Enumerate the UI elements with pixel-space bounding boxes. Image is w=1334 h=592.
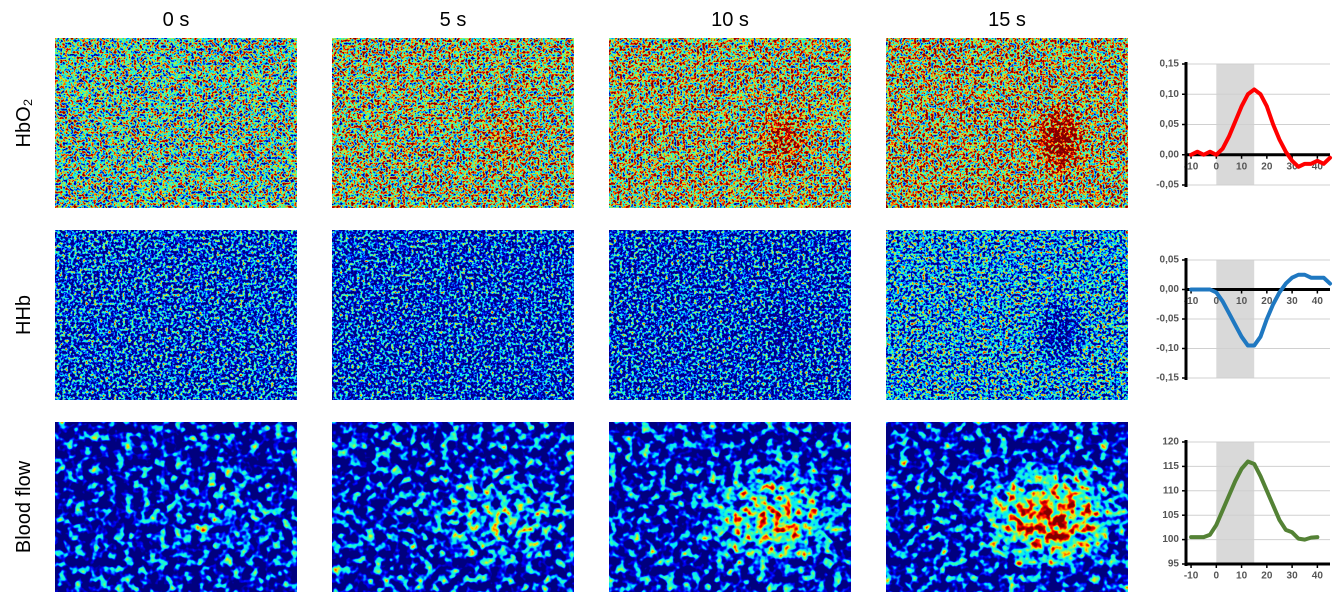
row-label: Blood flow [13, 460, 35, 553]
y-tick-label: -0,15 [1156, 373, 1179, 384]
x-tick-label: 10 [1236, 161, 1248, 172]
heatmap-panel [609, 38, 851, 208]
x-tick-label: 30 [1287, 296, 1299, 307]
y-tick-label: 115 [1163, 461, 1180, 472]
heatmap-panel [332, 422, 574, 592]
heatmap-panel [886, 230, 1128, 400]
heatmap-panel [55, 422, 297, 592]
y-tick-label: 0,15 [1160, 59, 1180, 70]
heatmap-panel [332, 38, 574, 208]
y-tick-label: -0,05 [1156, 180, 1179, 191]
row-label: HbO₂ [13, 99, 35, 148]
y-tick-label: 95 [1168, 559, 1180, 570]
x-tick-label: 40 [1312, 571, 1324, 582]
heatmap-panel [609, 422, 851, 592]
y-tick-label: 0,00 [1160, 149, 1180, 160]
y-tick-label: 105 [1162, 510, 1179, 521]
y-tick-label: 0,05 [1160, 255, 1180, 266]
column-label: 15 s [988, 9, 1026, 31]
y-tick-label: 100 [1162, 534, 1179, 545]
x-tick-label: 20 [1261, 161, 1273, 172]
row-label: HHb [13, 295, 35, 335]
column-label: 5 s [440, 9, 467, 31]
y-tick-label: 110 [1163, 485, 1180, 496]
x-tick-label: 40 [1312, 296, 1324, 307]
figure: 0 s 5 s 10 s 15 s HbO₂ HHb Blood flow -0,05 0,00… [0, 0, 1334, 592]
heatmap-panel [55, 38, 297, 208]
x-tick-label: 10 [1236, 296, 1248, 307]
heatmap-panel [332, 230, 574, 400]
x-tick-label: 20 [1261, 571, 1273, 582]
y-tick-label: 120 [1162, 437, 1179, 448]
x-tick-label: 0 [1214, 161, 1220, 172]
y-tick-label: -0,10 [1156, 343, 1179, 354]
x-tick-label: 10 [1236, 571, 1248, 582]
x-tick-label: 30 [1287, 571, 1299, 582]
y-tick-label: 0,05 [1160, 119, 1180, 130]
column-label: 0 s [163, 9, 190, 31]
y-tick-label: 0,10 [1160, 89, 1180, 100]
heatmap-panel [886, 38, 1128, 208]
data-line [1191, 275, 1330, 346]
heatmap-panel [55, 230, 297, 400]
x-tick-label: -10 [1184, 571, 1199, 582]
column-label: 10 s [711, 9, 749, 31]
heatmap-panel [609, 230, 851, 400]
heatmap-panel [886, 422, 1128, 592]
y-tick-label: 0,00 [1160, 284, 1180, 295]
x-tick-label: 0 [1214, 571, 1220, 582]
y-tick-label: -0,05 [1156, 314, 1179, 325]
